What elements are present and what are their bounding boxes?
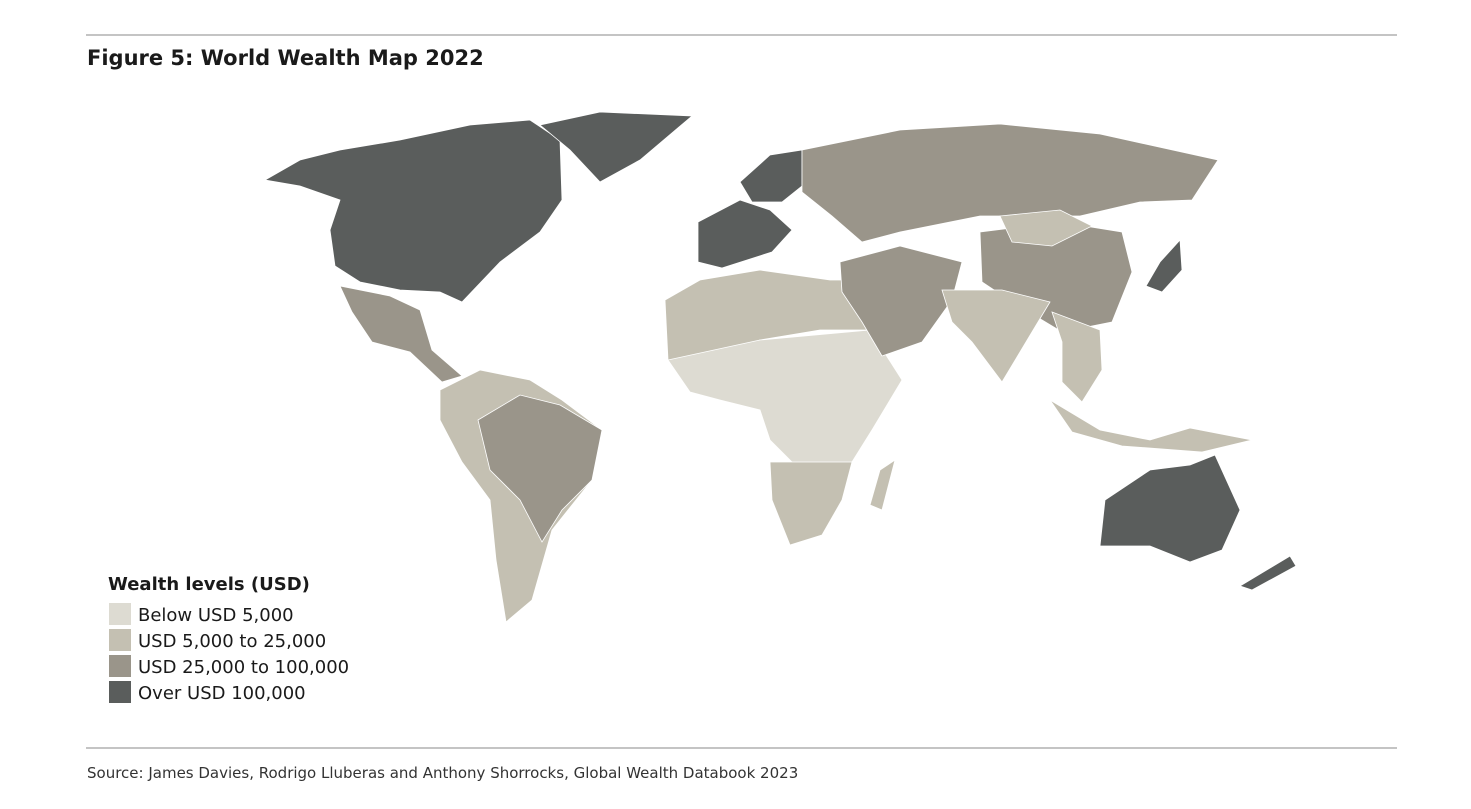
world-map bbox=[263, 111, 1297, 623]
legend-label: Over USD 100,000 bbox=[138, 683, 306, 704]
legend-label: USD 5,000 to 25,000 bbox=[138, 631, 326, 652]
southeast-asia bbox=[1051, 311, 1103, 403]
central-america bbox=[339, 285, 463, 383]
legend-label: Below USD 5,000 bbox=[138, 605, 294, 626]
indonesia bbox=[1049, 399, 1253, 453]
australia bbox=[1099, 454, 1241, 563]
india bbox=[941, 289, 1051, 383]
legend-label: USD 25,000 to 100,000 bbox=[138, 657, 349, 678]
greenland bbox=[539, 111, 694, 183]
southern-africa bbox=[769, 461, 853, 546]
north-america bbox=[263, 119, 563, 303]
madagascar bbox=[869, 459, 896, 511]
russia bbox=[801, 123, 1219, 243]
japan bbox=[1145, 239, 1183, 293]
legend: Wealth levels (USD) Below USD 5,000 USD 5… bbox=[108, 574, 349, 704]
legend-swatch bbox=[109, 655, 131, 677]
source-note: Source: James Davies, Rodrigo Lluberas a… bbox=[87, 764, 798, 782]
western-europe bbox=[697, 199, 793, 269]
legend-title: Wealth levels (USD) bbox=[108, 574, 310, 595]
figure-title: Figure 5: World Wealth Map 2022 bbox=[87, 46, 484, 70]
brazil bbox=[477, 394, 603, 543]
middle-east bbox=[839, 245, 963, 357]
mongolia bbox=[999, 209, 1093, 247]
legend-swatch bbox=[109, 603, 131, 625]
scandinavia bbox=[739, 149, 803, 203]
legend-swatch bbox=[109, 629, 131, 651]
legend-swatch bbox=[109, 681, 131, 703]
new-zealand bbox=[1239, 555, 1297, 591]
